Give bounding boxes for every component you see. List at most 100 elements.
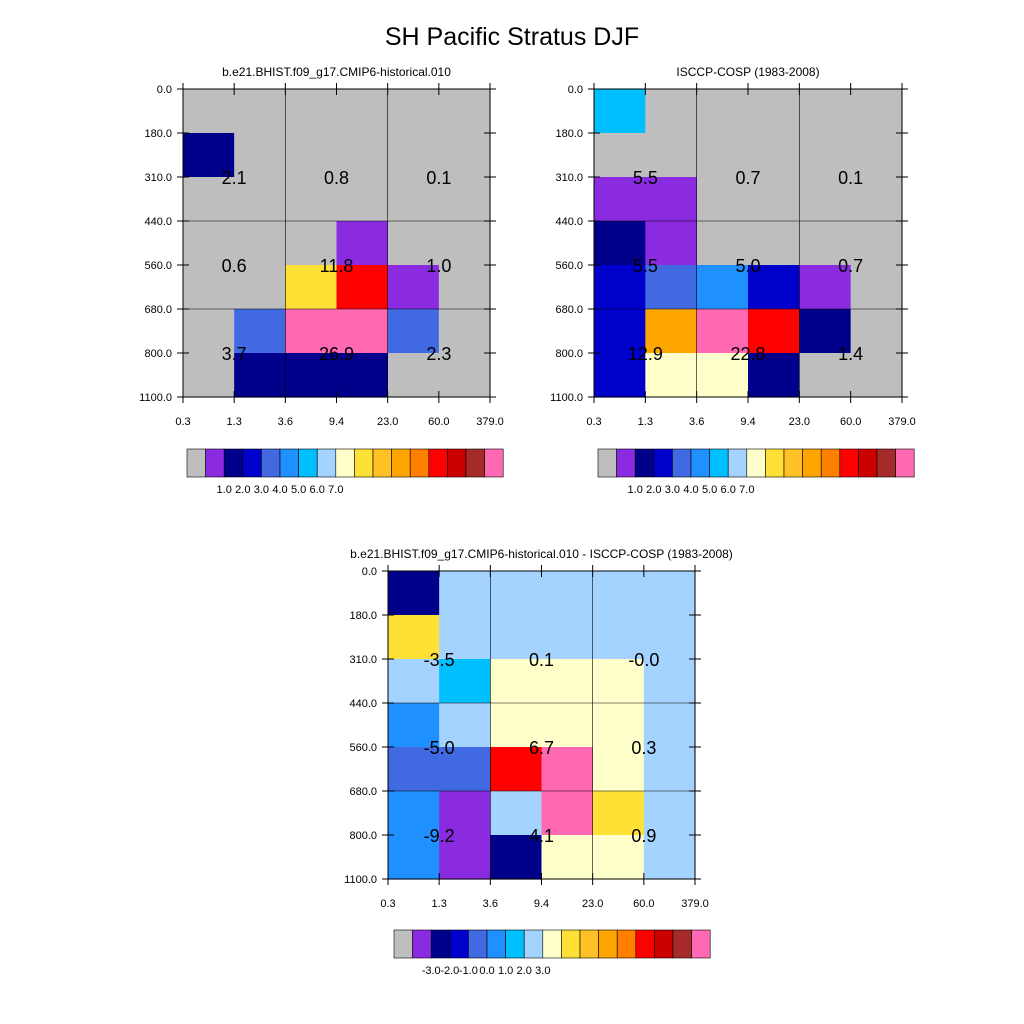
colorbar-tick-label: 0.0 <box>479 965 494 977</box>
heatmap-cell <box>438 221 491 266</box>
y-tick-label: 680.0 <box>555 304 583 316</box>
heatmap-cell <box>850 309 903 354</box>
colorbar-tick-label: 2.0 <box>646 484 661 496</box>
colorbar-swatch <box>354 448 374 478</box>
block-value-label: 2.3 <box>426 344 451 364</box>
colorbar-tick-label: 2.0 <box>235 484 250 496</box>
heatmap-cell <box>645 133 698 178</box>
heatmap-cell <box>799 309 852 354</box>
heatmap-cell <box>645 353 698 398</box>
heatmap-cell <box>439 571 491 616</box>
heatmap-cell <box>388 791 440 836</box>
heatmap-cell <box>439 703 491 748</box>
colorbar-swatch <box>298 448 318 478</box>
colorbar-swatch <box>484 448 504 478</box>
x-tick-label: 9.4 <box>329 416 344 428</box>
heatmap-cell <box>387 353 440 398</box>
block-value-label: 3.7 <box>222 344 247 364</box>
heatmap-cell <box>645 89 698 134</box>
block-value-label: 22.8 <box>730 344 765 364</box>
heatmap-cell <box>388 571 440 616</box>
block-value-label: 1.4 <box>838 344 863 364</box>
y-tick-label: 560.0 <box>349 742 377 754</box>
heatmap-cell <box>490 747 543 792</box>
y-tick-label: 440.0 <box>144 216 172 228</box>
colorbar-swatch <box>690 448 710 478</box>
heatmap-cell <box>388 703 440 748</box>
heatmap-cell <box>336 309 389 354</box>
heatmap-cell <box>850 265 903 310</box>
panel-title: b.e21.BHIST.f09_g17.CMIP6-historical.010… <box>350 547 733 561</box>
colorbar-tick-label: 5.0 <box>702 484 717 496</box>
x-tick-label: 0.3 <box>380 898 395 910</box>
heatmap-cell <box>490 703 543 748</box>
y-tick-label: 440.0 <box>555 216 583 228</box>
x-tick-label: 0.3 <box>586 416 601 428</box>
y-tick-label: 800.0 <box>349 830 377 842</box>
colorbar-swatch <box>430 929 451 959</box>
x-tick-label: 60.0 <box>428 416 449 428</box>
colorbar-swatch <box>579 929 599 959</box>
y-tick-label: 800.0 <box>555 348 583 360</box>
colorbar-tick-label: 5.0 <box>291 484 306 496</box>
heatmap-cell <box>748 309 800 354</box>
heatmap-cell <box>490 791 543 836</box>
y-tick-label: 310.0 <box>144 172 172 184</box>
y-tick-label: 1100.0 <box>344 874 377 886</box>
colorbar-swatch <box>561 929 581 959</box>
colorbar-swatch <box>316 448 337 478</box>
heatmap-cell <box>234 309 286 354</box>
heatmap-cell <box>183 309 235 354</box>
colorbar-swatch <box>428 448 448 478</box>
block-value-label: 0.9 <box>631 826 656 846</box>
colorbar-tick-label: 1.0 <box>628 484 643 496</box>
heatmap-cell <box>183 265 235 310</box>
heatmap-cell <box>336 177 389 222</box>
heatmap-cell <box>748 177 800 222</box>
y-tick-label: 680.0 <box>349 786 377 798</box>
heatmap-cell <box>850 221 903 266</box>
colorbar-tick-label: 1.0 <box>498 965 513 977</box>
colorbar-tick-label: 2.0 <box>517 965 532 977</box>
colorbar-swatch <box>335 448 355 478</box>
colorbar-swatch <box>802 448 822 478</box>
heatmap-cell <box>594 265 646 310</box>
colorbar-tick-label: 3.0 <box>535 965 550 977</box>
colorbar-tick-label: 7.0 <box>328 484 343 496</box>
heatmap-cell <box>438 89 491 134</box>
y-tick-label: 310.0 <box>349 654 377 666</box>
heatmap-cell <box>438 265 491 310</box>
colorbar-swatch <box>409 448 430 478</box>
y-tick-label: 560.0 <box>555 260 583 272</box>
heatmap-cell <box>850 177 903 222</box>
block-value-label: 6.7 <box>529 738 554 758</box>
block-value-label: 5.0 <box>735 256 760 276</box>
y-tick-label: 680.0 <box>144 304 172 316</box>
heatmap-cell <box>643 835 696 880</box>
heatmap-cell <box>645 265 698 310</box>
colorbar-swatch <box>372 448 392 478</box>
heatmap-cell <box>387 133 440 178</box>
colorbar-swatch <box>279 448 299 478</box>
heatmap-cell <box>592 571 645 616</box>
heatmap-cell <box>387 89 440 134</box>
heatmap-cell <box>490 835 543 880</box>
colorbar-tick-label: 6.0 <box>721 484 736 496</box>
block-value-label: -5.0 <box>424 738 455 758</box>
colorbar-swatch <box>672 929 692 959</box>
heatmap-cell <box>748 353 800 398</box>
colorbar-swatch <box>672 448 692 478</box>
colorbar-swatch <box>505 929 525 959</box>
heatmap-cell <box>696 265 749 310</box>
x-tick-label: 9.4 <box>740 416 755 428</box>
colorbar: 1.0 2.0 3.0 4.0 5.0 6.0 7.0 <box>186 448 504 496</box>
x-tick-label: 60.0 <box>840 416 861 428</box>
colorbar-swatch <box>393 929 413 959</box>
colorbar-swatch <box>261 448 281 478</box>
heatmap-cell <box>234 353 286 398</box>
heatmap-cell <box>696 177 749 222</box>
heatmap-cell <box>490 659 543 704</box>
heatmap-cell <box>439 659 491 704</box>
colorbar-tick-label: 4.0 <box>683 484 698 496</box>
x-tick-label: 1.3 <box>227 416 242 428</box>
